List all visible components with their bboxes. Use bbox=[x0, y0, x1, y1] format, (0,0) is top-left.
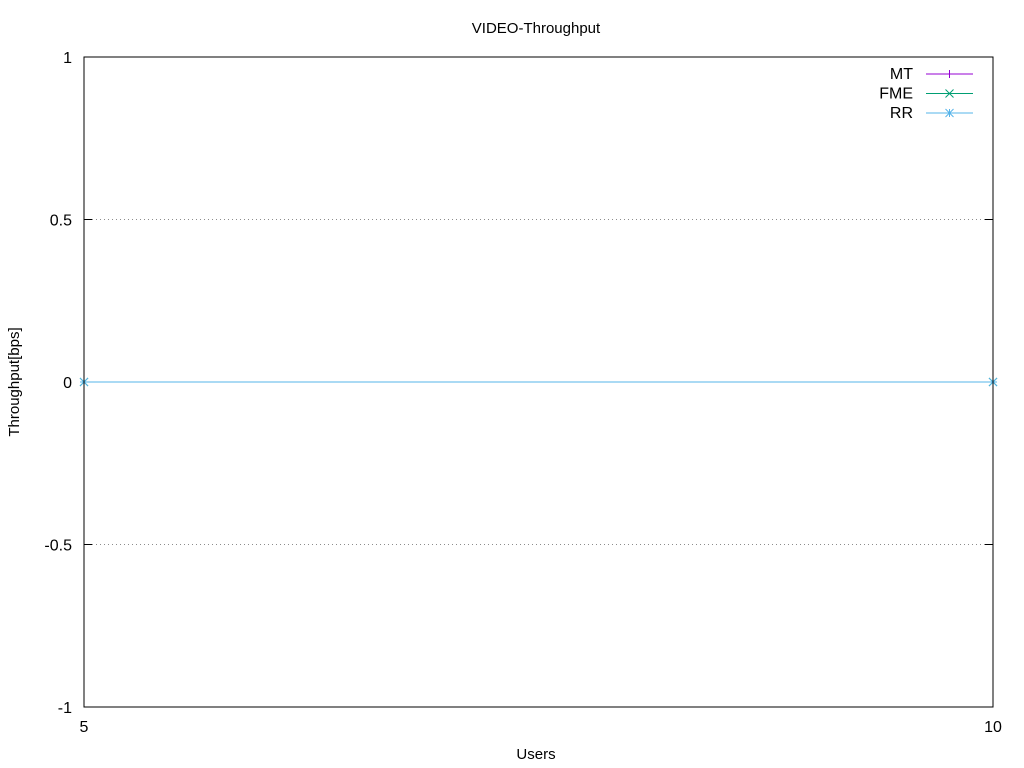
legend: MT FME RR bbox=[879, 66, 973, 122]
legend-entry-fme: FME bbox=[879, 86, 973, 103]
plot-frame bbox=[83, 56, 994, 708]
legend-entry-rr: RR bbox=[890, 105, 973, 122]
x-axis-title: Users bbox=[516, 746, 555, 763]
legend-label-fme: FME bbox=[879, 86, 913, 103]
y-tick-label: 0 bbox=[63, 375, 72, 392]
y-axis-title: Throughput[bps] bbox=[6, 327, 23, 436]
y-tick-label: 0.5 bbox=[50, 213, 72, 230]
legend-marker-fme-d2 bbox=[945, 89, 954, 98]
x-tick-label: 10 bbox=[984, 719, 1002, 736]
y-axis-ticks: -1 -0.5 0 0.5 1 bbox=[44, 50, 993, 717]
legend-label-mt: MT bbox=[890, 66, 913, 83]
legend-label-rr: RR bbox=[890, 105, 913, 122]
y-tick-label: -1 bbox=[58, 700, 72, 717]
legend-marker-rr-d2 bbox=[945, 108, 954, 118]
x-tick-label: 5 bbox=[80, 719, 89, 736]
legend-entry-mt: MT bbox=[890, 66, 973, 83]
y-tick-label: -0.5 bbox=[44, 538, 72, 555]
y-tick-label: 1 bbox=[63, 50, 72, 67]
chart-title: VIDEO-Throughput bbox=[472, 20, 601, 37]
